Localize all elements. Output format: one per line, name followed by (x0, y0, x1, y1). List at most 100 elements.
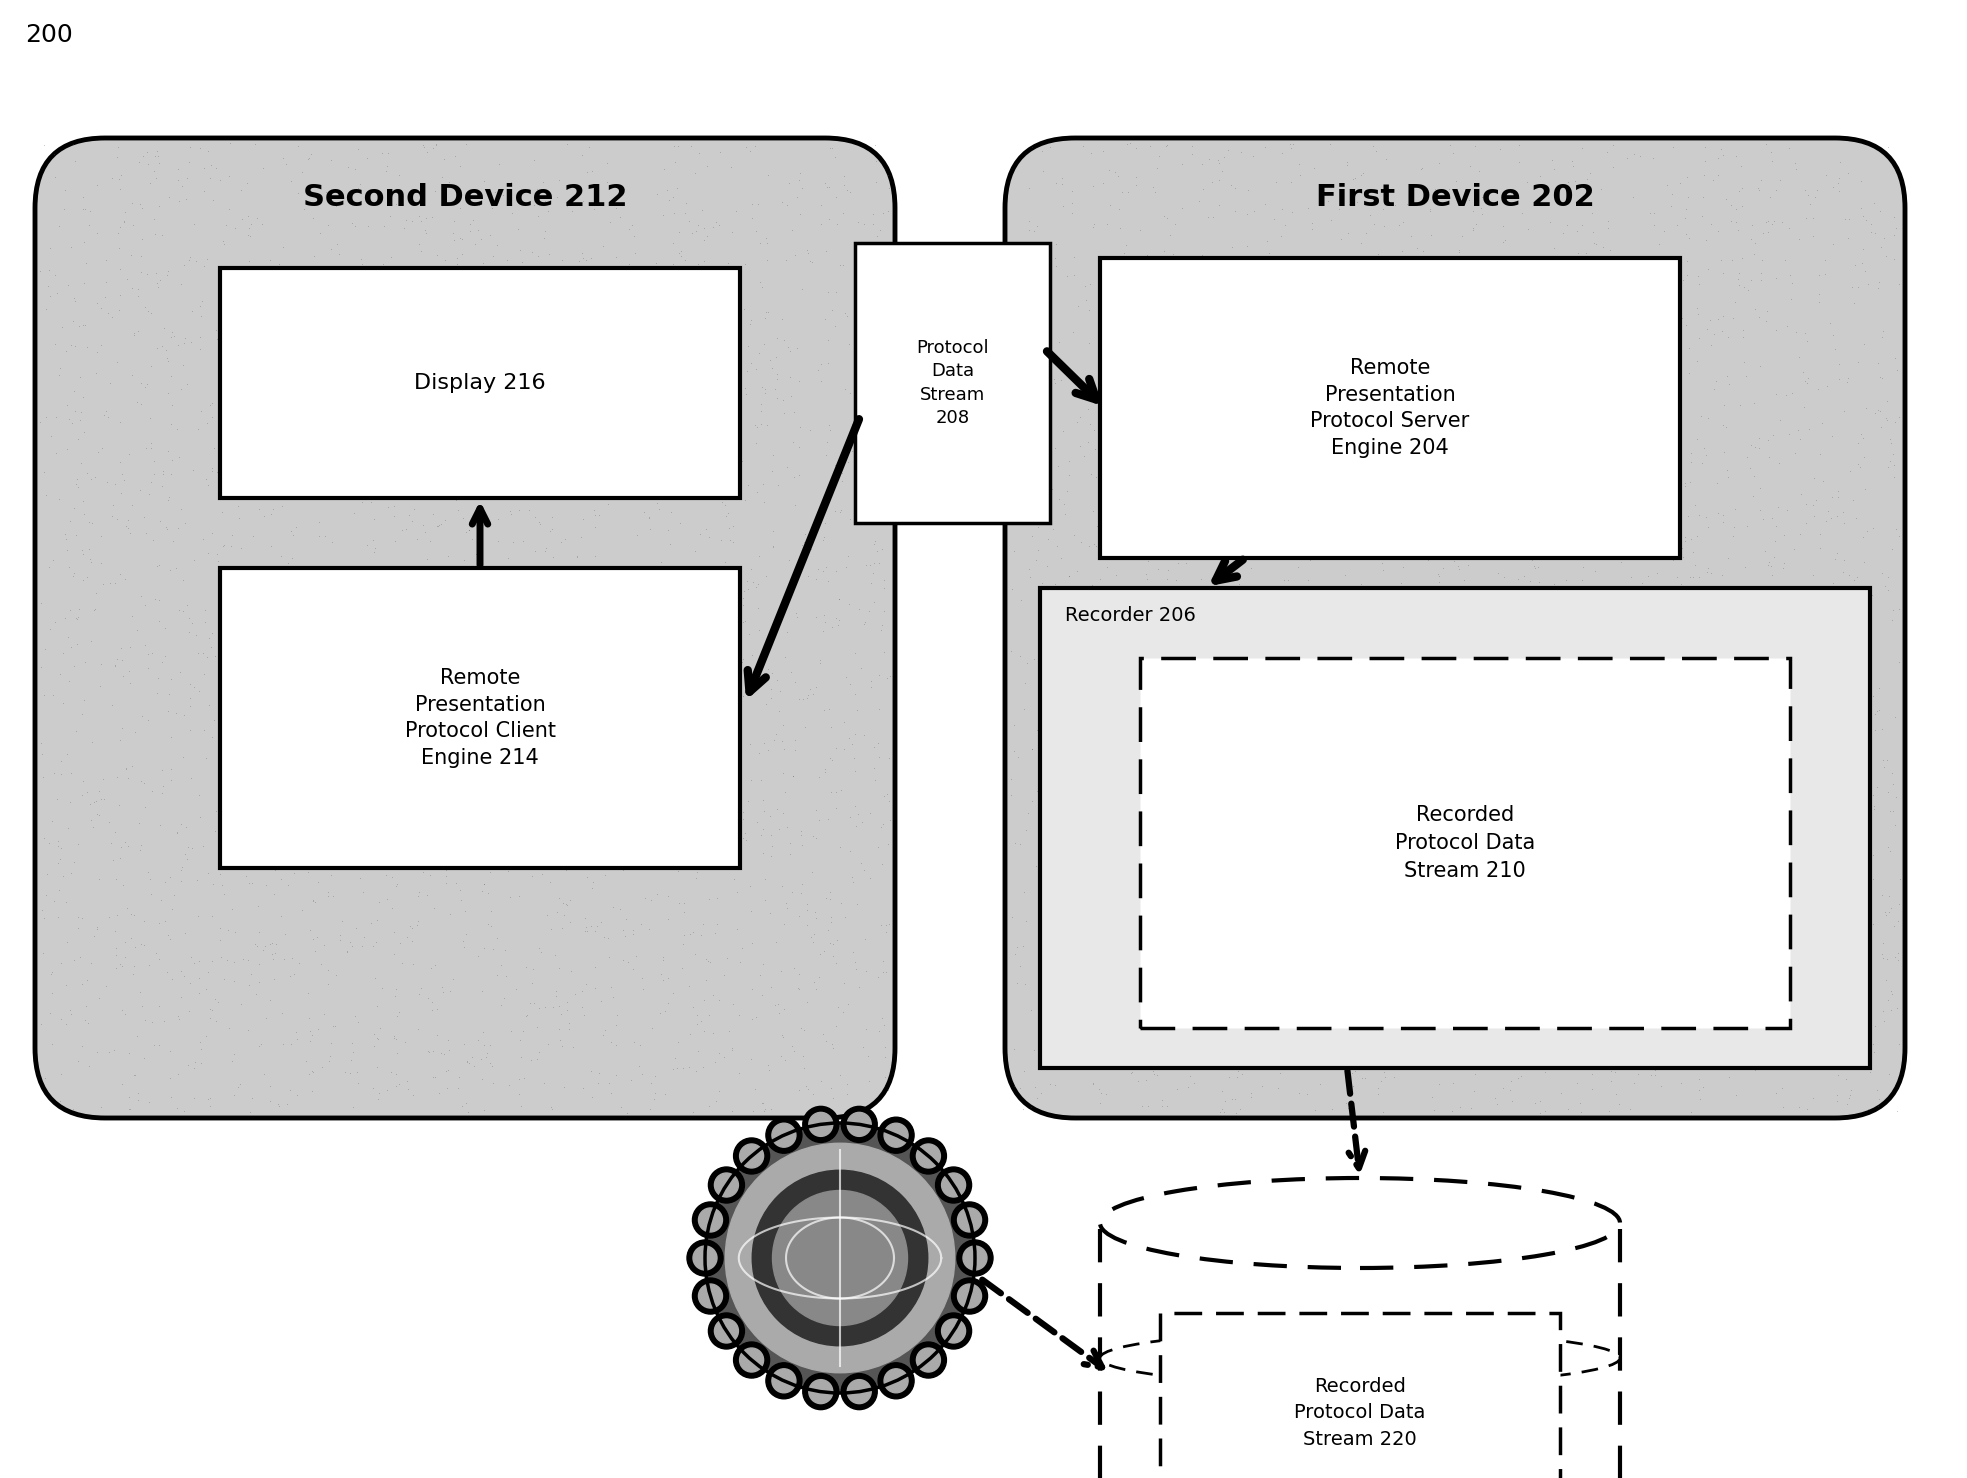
Point (673, 822, 704, 845)
Point (690, 517, 722, 541)
Point (1052, 265, 1084, 288)
Point (291, 333, 323, 356)
Point (1444, 786, 1475, 810)
Point (433, 1058, 464, 1082)
Point (319, 371, 350, 395)
Point (1251, 500, 1282, 523)
Point (266, 279, 297, 303)
Point (820, 928, 852, 952)
Point (808, 610, 840, 634)
Point (1046, 166, 1078, 189)
Point (142, 681, 173, 705)
Point (517, 239, 549, 263)
Point (1210, 788, 1241, 811)
Point (600, 439, 631, 463)
Point (1536, 1014, 1568, 1038)
Point (669, 891, 700, 915)
Point (728, 826, 759, 850)
Point (1882, 941, 1914, 965)
Point (110, 200, 142, 223)
Point (820, 185, 852, 208)
Point (41, 281, 73, 304)
Point (1877, 998, 1908, 1021)
Point (323, 440, 354, 464)
Point (867, 201, 899, 225)
Point (1672, 689, 1703, 712)
Point (315, 1043, 346, 1067)
Point (1637, 392, 1668, 415)
Point (1192, 655, 1223, 678)
Point (1005, 244, 1037, 268)
Point (77, 511, 108, 535)
Point (1662, 437, 1694, 461)
Point (1196, 170, 1227, 194)
Point (136, 779, 167, 803)
Circle shape (726, 1144, 954, 1373)
Point (856, 492, 887, 516)
Point (1027, 640, 1058, 664)
Point (1674, 361, 1705, 384)
Point (675, 922, 706, 946)
Point (1878, 223, 1910, 247)
Point (1627, 779, 1658, 803)
Point (1048, 492, 1080, 516)
Point (1723, 179, 1755, 202)
Point (372, 495, 403, 519)
Point (185, 1051, 216, 1075)
Point (588, 449, 620, 473)
Point (1792, 757, 1823, 780)
Point (1762, 834, 1794, 857)
Point (578, 516, 610, 539)
Point (226, 992, 258, 1015)
Point (303, 628, 334, 652)
Point (1851, 208, 1882, 232)
Point (447, 257, 478, 281)
Point (417, 1039, 448, 1063)
Point (1676, 440, 1707, 464)
Point (865, 913, 897, 937)
Point (1294, 1033, 1326, 1057)
Point (850, 927, 881, 950)
Point (441, 253, 472, 276)
Point (848, 612, 879, 636)
Point (397, 408, 429, 432)
Point (749, 563, 781, 587)
Point (258, 755, 289, 779)
Point (445, 834, 476, 857)
Point (305, 779, 336, 803)
Point (1029, 717, 1060, 740)
Point (1414, 412, 1446, 436)
Point (28, 941, 59, 965)
Point (1800, 947, 1831, 971)
Point (1821, 1083, 1853, 1107)
Point (151, 263, 183, 287)
Point (1013, 210, 1044, 234)
Point (816, 1036, 848, 1060)
Point (155, 927, 187, 950)
Point (1408, 309, 1440, 333)
Point (1367, 198, 1399, 222)
Point (1564, 1091, 1595, 1114)
Point (1377, 399, 1408, 423)
Point (1212, 480, 1243, 504)
Point (1487, 758, 1519, 782)
Point (1786, 482, 1818, 505)
Point (51, 1012, 83, 1036)
Point (1532, 742, 1564, 766)
Point (1538, 519, 1570, 542)
Point (1477, 974, 1509, 998)
Point (435, 717, 466, 740)
Point (386, 952, 417, 975)
Point (279, 962, 311, 986)
Point (797, 250, 828, 273)
Point (1766, 1076, 1798, 1100)
Point (830, 905, 862, 928)
Point (226, 207, 258, 231)
Point (712, 251, 744, 275)
Point (1721, 1083, 1753, 1107)
Point (1572, 597, 1603, 621)
Point (1155, 440, 1186, 464)
Point (679, 816, 710, 840)
Point (820, 1014, 852, 1038)
Point (466, 879, 498, 903)
